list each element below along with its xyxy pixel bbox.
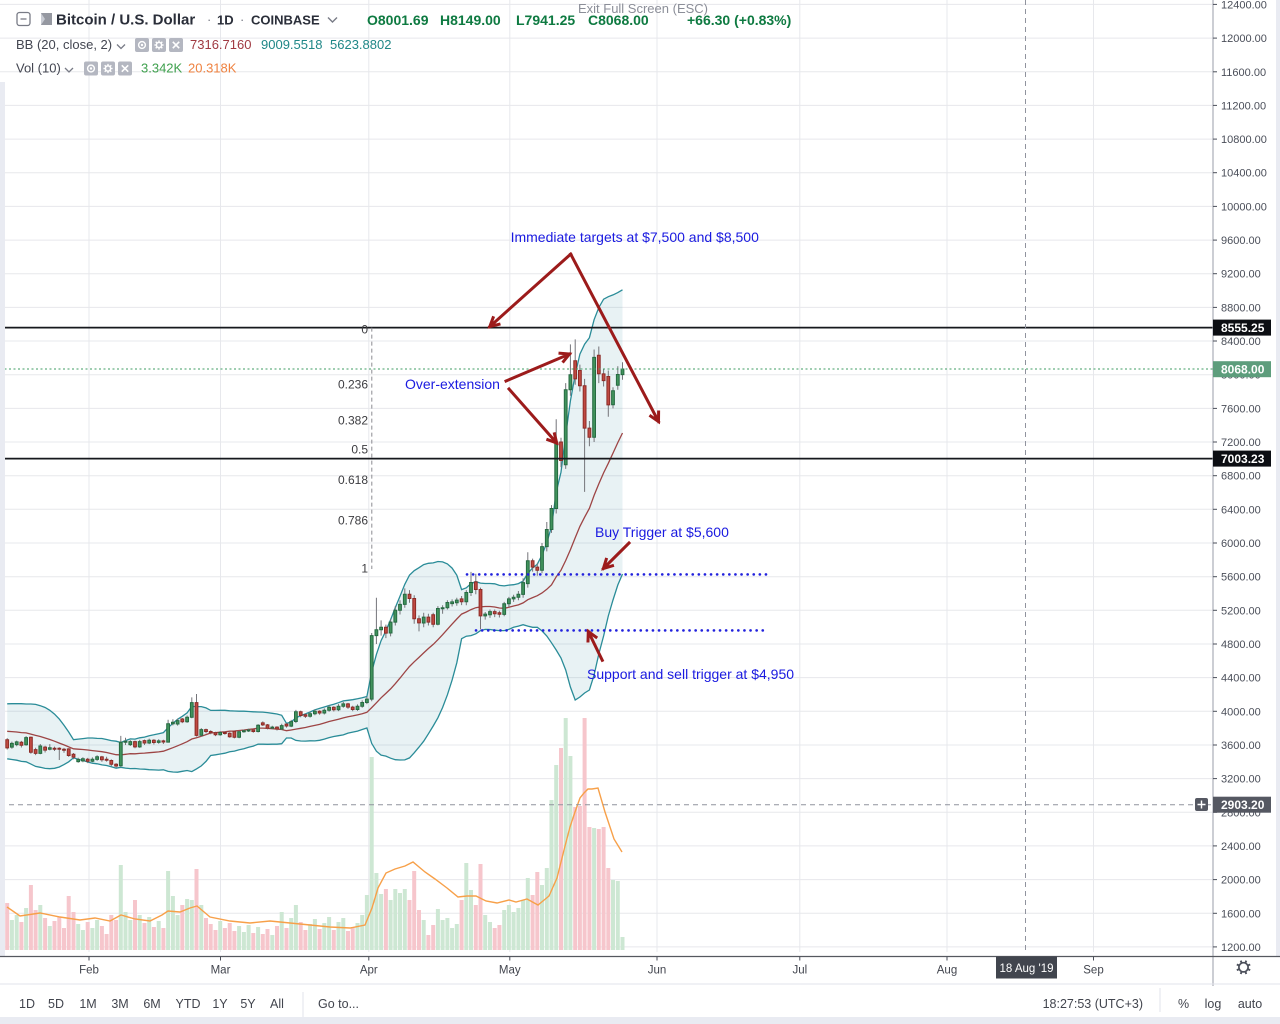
svg-text:1M: 1M xyxy=(79,997,96,1011)
svg-text:6000.00: 6000.00 xyxy=(1221,538,1261,550)
svg-text:3.342K: 3.342K xyxy=(141,61,183,76)
svg-text:4000.00: 4000.00 xyxy=(1221,706,1261,718)
svg-text:9009.5518: 9009.5518 xyxy=(261,37,322,52)
svg-text:0.382: 0.382 xyxy=(338,414,368,428)
svg-text:5600.00: 5600.00 xyxy=(1221,572,1261,584)
svg-text:12000.00: 12000.00 xyxy=(1221,33,1267,45)
svg-text:5623.8802: 5623.8802 xyxy=(330,37,391,52)
svg-text:May: May xyxy=(499,965,521,977)
svg-text:Jul: Jul xyxy=(792,965,807,977)
svg-text:%: % xyxy=(1178,997,1189,1011)
svg-text:6M: 6M xyxy=(143,997,160,1011)
svg-text:8800.00: 8800.00 xyxy=(1221,302,1261,314)
svg-text:Immediate targets at $7,500 an: Immediate targets at $7,500 and $8,500 xyxy=(511,229,759,245)
svg-text:18 Aug '19: 18 Aug '19 xyxy=(1000,963,1054,975)
svg-text:Go to...: Go to... xyxy=(318,997,359,1011)
svg-text:auto: auto xyxy=(1238,997,1262,1011)
svg-text:4800.00: 4800.00 xyxy=(1221,639,1261,651)
svg-text:Exit Full Screen (ESC): Exit Full Screen (ESC) xyxy=(578,1,708,16)
svg-text:7600.00: 7600.00 xyxy=(1221,403,1261,415)
svg-text:8400.00: 8400.00 xyxy=(1221,336,1261,348)
svg-text:7200.00: 7200.00 xyxy=(1221,437,1261,449)
svg-text:10800.00: 10800.00 xyxy=(1221,134,1267,146)
svg-text:O8001.69: O8001.69 xyxy=(367,12,429,28)
svg-text:3200.00: 3200.00 xyxy=(1221,774,1261,786)
svg-text:Support and sell trigger at $4: Support and sell trigger at $4,950 xyxy=(587,666,794,682)
svg-text:YTD: YTD xyxy=(176,997,201,1011)
svg-text:11200.00: 11200.00 xyxy=(1221,100,1266,112)
svg-text:Mar: Mar xyxy=(211,965,231,977)
svg-text:5D: 5D xyxy=(48,997,64,1011)
svg-text:+66.30 (+0.83%): +66.30 (+0.83%) xyxy=(687,12,791,28)
svg-text:2903.20: 2903.20 xyxy=(1221,798,1265,812)
svg-text:9200.00: 9200.00 xyxy=(1221,269,1261,281)
svg-text:10400.00: 10400.00 xyxy=(1221,168,1267,180)
svg-text:1200.00: 1200.00 xyxy=(1221,942,1261,954)
svg-text:3600.00: 3600.00 xyxy=(1221,740,1261,752)
svg-text:All: All xyxy=(270,997,284,1011)
svg-text:0.236: 0.236 xyxy=(338,377,368,391)
svg-text:Feb: Feb xyxy=(79,965,99,977)
svg-text:7316.7160: 7316.7160 xyxy=(190,37,251,52)
svg-text:log: log xyxy=(1205,997,1222,1011)
svg-text:7003.23: 7003.23 xyxy=(1221,452,1265,466)
svg-text:1Y: 1Y xyxy=(212,997,228,1011)
svg-text:Jun: Jun xyxy=(648,965,667,977)
svg-text:Vol (10): Vol (10) xyxy=(16,61,61,76)
svg-text:5Y: 5Y xyxy=(240,997,256,1011)
svg-text:0.618: 0.618 xyxy=(338,473,368,487)
svg-text:3M: 3M xyxy=(111,997,128,1011)
svg-text:Aug: Aug xyxy=(937,965,957,977)
svg-text:9600.00: 9600.00 xyxy=(1221,235,1261,247)
svg-text:18:27:53 (UTC+3): 18:27:53 (UTC+3) xyxy=(1043,997,1143,1011)
svg-text:4400.00: 4400.00 xyxy=(1221,673,1261,685)
svg-text:Over-extension: Over-extension xyxy=(405,376,500,392)
svg-text:6800.00: 6800.00 xyxy=(1221,471,1261,483)
svg-text:0.5: 0.5 xyxy=(351,443,368,457)
svg-text:0: 0 xyxy=(361,323,368,337)
svg-text:1D: 1D xyxy=(217,13,234,28)
svg-text:10000.00: 10000.00 xyxy=(1221,201,1267,213)
svg-text:5200.00: 5200.00 xyxy=(1221,605,1261,617)
svg-text:1: 1 xyxy=(361,562,368,576)
svg-text:20.318K: 20.318K xyxy=(188,61,237,76)
svg-text:Buy Trigger at $5,600: Buy Trigger at $5,600 xyxy=(595,524,729,540)
svg-text:1600.00: 1600.00 xyxy=(1221,908,1261,920)
svg-text:COINBASE: COINBASE xyxy=(251,13,320,28)
svg-text:2000.00: 2000.00 xyxy=(1221,875,1261,887)
svg-text:2400.00: 2400.00 xyxy=(1221,841,1261,853)
svg-text:8068.00: 8068.00 xyxy=(1221,362,1265,376)
svg-text:BB (20, close, 2): BB (20, close, 2) xyxy=(16,37,112,52)
svg-text:1D: 1D xyxy=(19,997,35,1011)
svg-text:8555.25: 8555.25 xyxy=(1221,321,1265,335)
svg-text:12400.00: 12400.00 xyxy=(1221,0,1267,11)
svg-text:H8149.00: H8149.00 xyxy=(440,12,501,28)
svg-text:0.786: 0.786 xyxy=(338,514,368,528)
svg-text:C8068.00: C8068.00 xyxy=(588,12,649,28)
svg-text:Apr: Apr xyxy=(360,965,378,977)
svg-text:·: · xyxy=(240,12,244,27)
svg-text:6400.00: 6400.00 xyxy=(1221,504,1261,516)
svg-text:L7941.25: L7941.25 xyxy=(516,12,575,28)
svg-text:Bitcoin / U.S. Dollar: Bitcoin / U.S. Dollar xyxy=(56,12,195,29)
svg-text:11600.00: 11600.00 xyxy=(1221,67,1266,79)
svg-text:Sep: Sep xyxy=(1083,965,1103,977)
svg-text:·: · xyxy=(207,12,211,27)
